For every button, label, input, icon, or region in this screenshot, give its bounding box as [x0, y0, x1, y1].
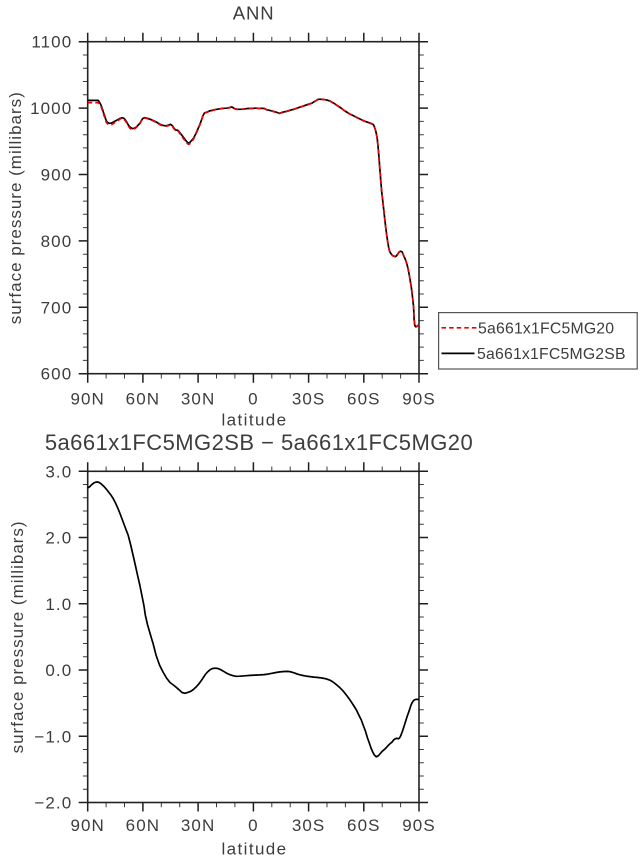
svg-text:latitude: latitude: [221, 411, 287, 430]
svg-text:1000: 1000: [30, 99, 72, 118]
svg-text:60N: 60N: [126, 389, 161, 408]
svg-text:3.0: 3.0: [45, 462, 72, 481]
svg-text:0: 0: [248, 389, 259, 408]
svg-text:90N: 90N: [70, 816, 105, 835]
svg-text:5a661x1FC5MG2SB − 5a661x1FC5MG: 5a661x1FC5MG2SB − 5a661x1FC5MG20: [45, 430, 473, 455]
svg-text:latitude: latitude: [221, 839, 287, 858]
svg-text:30N: 30N: [181, 389, 216, 408]
svg-text:0: 0: [248, 816, 259, 835]
svg-text:60S: 60S: [347, 816, 381, 835]
svg-text:surface pressure (millibars): surface pressure (millibars): [6, 91, 25, 324]
svg-text:90N: 90N: [70, 389, 105, 408]
svg-text:1.0: 1.0: [45, 595, 72, 614]
svg-text:900: 900: [41, 166, 73, 185]
svg-text:2.0: 2.0: [45, 529, 72, 548]
svg-text:surface pressure (millibars): surface pressure (millibars): [8, 520, 27, 753]
svg-text:5a661x1FC5MG20: 5a661x1FC5MG20: [478, 320, 614, 337]
svg-text:30N: 30N: [181, 816, 216, 835]
svg-text:800: 800: [41, 232, 73, 251]
svg-text:30S: 30S: [292, 389, 326, 408]
svg-text:5a661x1FC5MG2SB: 5a661x1FC5MG2SB: [477, 346, 626, 363]
svg-text:60S: 60S: [347, 389, 381, 408]
svg-text:0.0: 0.0: [45, 661, 72, 680]
svg-text:−2.0: −2.0: [34, 794, 72, 813]
svg-text:30S: 30S: [292, 816, 326, 835]
svg-text:90S: 90S: [402, 389, 436, 408]
svg-text:ANN: ANN: [233, 3, 275, 24]
svg-text:90S: 90S: [402, 816, 436, 835]
svg-text:600: 600: [41, 365, 73, 384]
svg-text:−1.0: −1.0: [34, 727, 72, 746]
svg-text:1100: 1100: [31, 33, 72, 52]
svg-text:60N: 60N: [126, 816, 161, 835]
svg-text:700: 700: [41, 298, 73, 317]
